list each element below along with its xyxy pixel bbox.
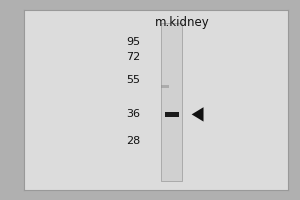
FancyBboxPatch shape [165, 113, 178, 116]
FancyBboxPatch shape [161, 23, 182, 181]
Polygon shape [192, 107, 203, 122]
FancyBboxPatch shape [166, 113, 178, 116]
FancyBboxPatch shape [165, 112, 179, 117]
Text: m.kidney: m.kidney [155, 16, 210, 29]
FancyBboxPatch shape [161, 85, 169, 88]
Text: 72: 72 [126, 52, 140, 62]
Text: 36: 36 [126, 109, 140, 119]
FancyBboxPatch shape [165, 113, 178, 116]
FancyBboxPatch shape [166, 113, 178, 116]
FancyBboxPatch shape [166, 113, 178, 116]
Text: 28: 28 [126, 136, 140, 146]
FancyBboxPatch shape [165, 112, 179, 117]
FancyBboxPatch shape [166, 113, 178, 116]
Text: 55: 55 [126, 75, 140, 85]
FancyBboxPatch shape [165, 112, 179, 116]
FancyBboxPatch shape [165, 112, 179, 116]
Text: 95: 95 [126, 37, 140, 47]
